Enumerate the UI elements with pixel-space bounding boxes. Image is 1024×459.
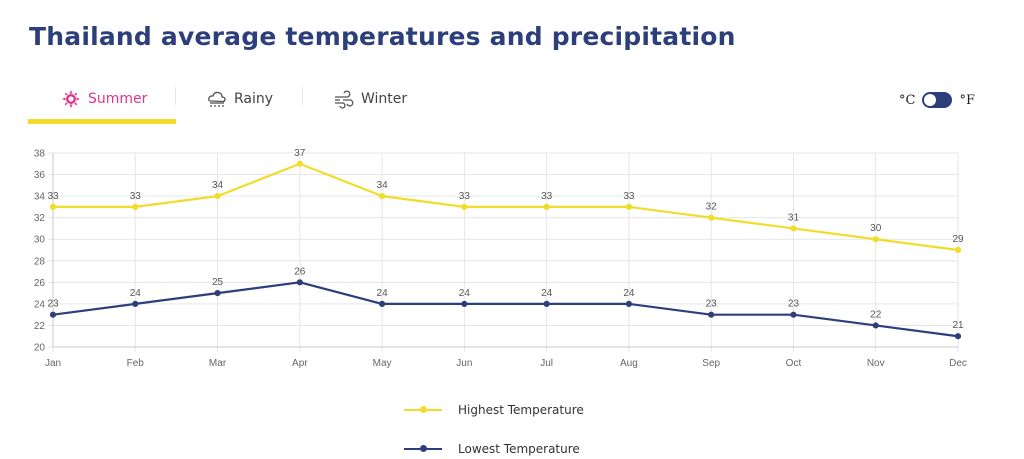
data-label-lowest: 22: [870, 309, 882, 320]
data-point-highest: [461, 203, 468, 210]
data-label-lowest: 26: [294, 266, 306, 277]
data-point-lowest: [790, 311, 797, 318]
data-point-lowest: [214, 290, 221, 297]
rain-cloud-icon: [207, 89, 227, 109]
data-label-highest: 31: [788, 212, 800, 223]
season-tabs: Summer Rainy Winter: [28, 82, 448, 124]
data-point-lowest: [872, 322, 879, 329]
x-tick-label: Jan: [45, 358, 61, 369]
data-point-lowest: [543, 300, 550, 307]
wind-icon: [334, 89, 354, 109]
data-point-lowest: [708, 311, 715, 318]
x-tick-label: Dec: [949, 358, 967, 369]
x-tick-label: Oct: [786, 358, 802, 369]
tab-divider: [175, 87, 176, 105]
data-point-lowest: [296, 279, 303, 286]
data-point-highest: [132, 203, 139, 210]
active-tab-indicator: [28, 119, 176, 124]
data-label-highest: 33: [459, 191, 471, 202]
data-label-highest: 32: [706, 202, 718, 213]
data-label-lowest: 25: [212, 277, 224, 288]
data-label-highest: 30: [870, 223, 882, 234]
data-label-highest: 33: [623, 191, 635, 202]
data-point-highest: [708, 214, 715, 221]
legend-swatch-lowest: [404, 444, 442, 454]
sun-icon: [61, 89, 81, 109]
tab-summer-label: Summer: [88, 91, 148, 107]
data-point-highest: [790, 225, 797, 232]
legend-item-lowest[interactable]: Lowest Temperature: [404, 439, 584, 459]
data-point-lowest: [625, 300, 633, 307]
page-title: Thailand average temperatures and precip…: [29, 22, 736, 51]
data-label-highest: 33: [541, 191, 553, 202]
y-tick-label: 32: [34, 213, 46, 224]
x-tick-label: Jul: [540, 358, 553, 369]
unit-switch[interactable]: [922, 92, 953, 108]
tab-rainy[interactable]: Rainy: [207, 82, 273, 116]
data-label-lowest: 21: [952, 320, 964, 331]
data-label-lowest: 24: [541, 288, 553, 299]
data-label-highest: 29: [952, 234, 964, 245]
data-point-highest: [872, 236, 879, 243]
data-point-lowest: [461, 300, 468, 307]
legend-swatch-highest: [404, 405, 442, 415]
data-point-lowest: [954, 333, 962, 340]
tab-winter[interactable]: Winter: [334, 82, 407, 116]
data-point-lowest: [378, 300, 386, 307]
data-label-lowest: 23: [706, 299, 718, 310]
y-tick-label: 24: [34, 299, 46, 310]
x-tick-label: Apr: [292, 358, 308, 369]
data-point-highest: [378, 193, 386, 200]
series-line-highest: [53, 162, 959, 252]
fahrenheit-label: °F: [959, 92, 975, 108]
data-point-highest: [296, 160, 303, 167]
data-point-highest: [543, 203, 550, 210]
data-label-highest: 37: [294, 148, 306, 159]
data-point-highest: [214, 193, 221, 200]
x-tick-label: Nov: [867, 358, 885, 369]
data-label-lowest: 23: [788, 299, 800, 310]
data-label-lowest: 23: [47, 299, 59, 310]
tab-winter-label: Winter: [361, 91, 408, 107]
data-label-lowest: 24: [459, 288, 471, 299]
series-line-lowest: [52, 281, 959, 338]
y-tick-label: 34: [34, 192, 46, 203]
tab-divider: [302, 87, 303, 105]
data-point-lowest: [49, 311, 57, 318]
chart-legend: Highest Temperature Lowest Temperature: [404, 400, 584, 459]
data-label-lowest: 24: [377, 288, 389, 299]
tab-rainy-label: Rainy: [234, 91, 274, 107]
y-tick-label: 36: [34, 170, 46, 181]
data-point-highest: [954, 246, 962, 254]
data-point-highest: [49, 203, 57, 210]
x-tick-label: Mar: [209, 358, 227, 369]
y-tick-label: 20: [34, 343, 46, 354]
data-label-lowest: 24: [623, 288, 635, 299]
y-tick-label: 26: [34, 278, 46, 289]
x-tick-label: Feb: [127, 358, 145, 369]
switch-knob: [924, 94, 937, 106]
unit-toggle: °C °F: [899, 92, 975, 108]
data-label-highest: 34: [212, 180, 224, 191]
x-tick-label: Sep: [702, 358, 720, 369]
legend-label-lowest: Lowest Temperature: [458, 442, 580, 456]
y-tick-label: 28: [34, 256, 46, 267]
y-tick-label: 22: [34, 321, 46, 332]
data-label-lowest: 24: [130, 288, 142, 299]
data-label-highest: 34: [377, 180, 389, 191]
x-tick-label: Aug: [620, 358, 638, 369]
celsius-label: °C: [899, 92, 916, 108]
x-tick-label: Jun: [456, 358, 472, 369]
x-tick-label: May: [373, 358, 392, 369]
y-tick-label: 38: [34, 149, 46, 160]
y-tick-label: 30: [34, 235, 46, 246]
tab-summer[interactable]: Summer: [61, 82, 147, 116]
data-label-highest: 33: [130, 191, 142, 202]
legend-label-highest: Highest Temperature: [458, 403, 584, 417]
legend-item-highest[interactable]: Highest Temperature: [404, 400, 584, 420]
data-point-lowest: [132, 300, 139, 307]
data-label-highest: 33: [47, 191, 59, 202]
data-point-highest: [625, 203, 633, 210]
